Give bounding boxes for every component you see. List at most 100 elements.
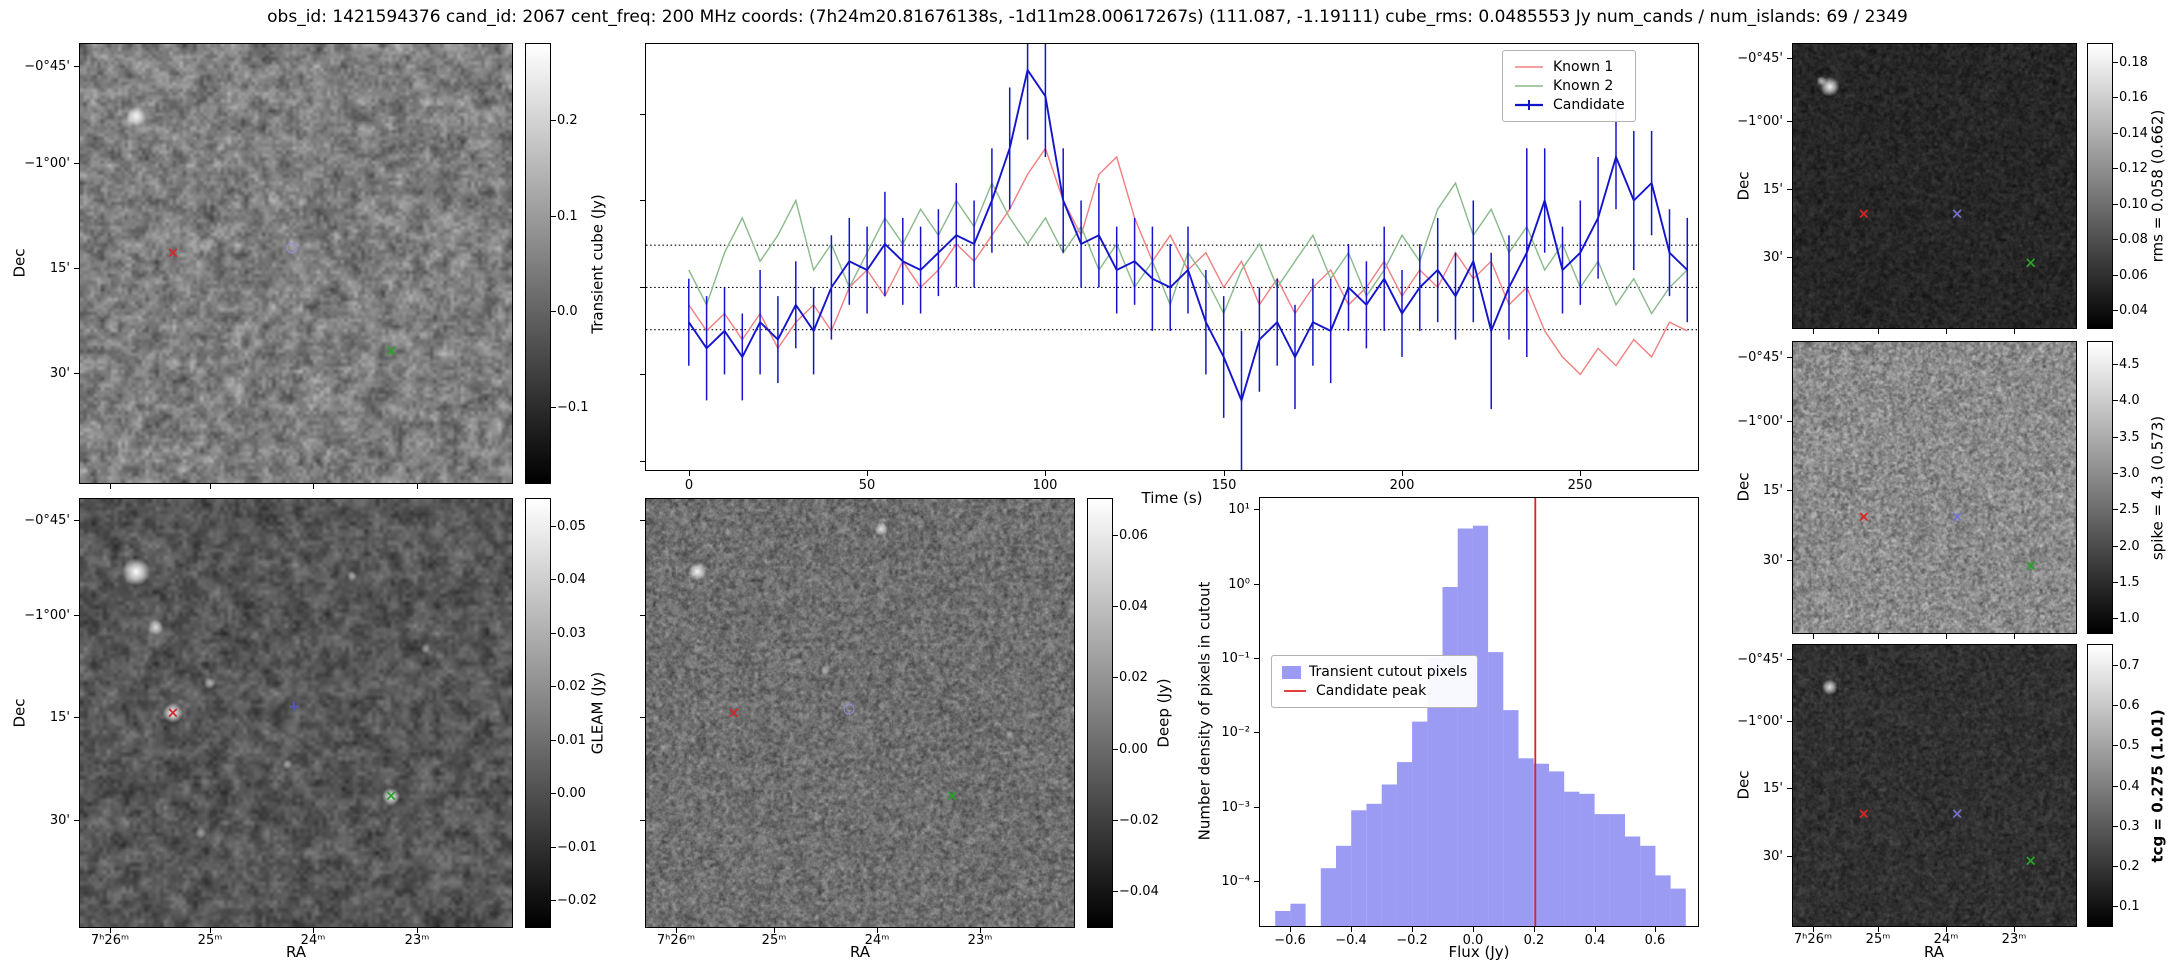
colorbar-tick bbox=[2113, 204, 2118, 205]
dec-axis-label: Dec bbox=[1734, 770, 1753, 800]
ra-tick-label: 25ᵐ bbox=[761, 933, 787, 948]
ra-tick bbox=[210, 928, 211, 933]
histogram-bar bbox=[1320, 868, 1336, 926]
dec-tick bbox=[74, 163, 79, 164]
ra-tick bbox=[1946, 634, 1947, 639]
time-tick bbox=[867, 471, 868, 476]
gleam-colorbar: 0.05 0.04 0.03 0.02 0.01 0.00 −0.01 −0.02 bbox=[525, 498, 597, 928]
dec-tick bbox=[1787, 560, 1792, 561]
legend-label: Known 2 bbox=[1553, 78, 1614, 94]
rms-image bbox=[1793, 44, 2076, 328]
flux-tick bbox=[640, 114, 645, 115]
colorbar-tick-label: 0.2 bbox=[2119, 859, 2140, 874]
dec-tick bbox=[74, 820, 79, 821]
colorbar-tick bbox=[2113, 509, 2118, 510]
tcg-colorbar-label: tcg = 0.275 (1.01) bbox=[2148, 708, 2167, 863]
dec-tick-label: −0°45' bbox=[1737, 51, 1783, 66]
time-tick bbox=[1224, 471, 1225, 476]
legend-line-sample bbox=[1515, 100, 1543, 110]
colorbar-tick bbox=[2113, 310, 2118, 311]
dec-tick-label: 30' bbox=[1762, 849, 1783, 864]
colorbar-tick bbox=[1113, 820, 1118, 821]
histogram-bar bbox=[1366, 803, 1382, 926]
legend-label: Candidate peak bbox=[1316, 683, 1427, 699]
ra-tick-label: 23ᵐ bbox=[2001, 932, 2027, 947]
spike-colorbar: 4.5 4.0 3.5 3.0 2.5 2.0 1.5 1.0 bbox=[2087, 341, 2140, 634]
legend-entry: Known 2 bbox=[1513, 78, 1625, 94]
density-tick-label: 10⁻¹ bbox=[1221, 651, 1250, 666]
dec-tick-label: −0°45' bbox=[24, 513, 70, 528]
dec-tick bbox=[74, 615, 79, 616]
colorbar-tick-label: 0.7 bbox=[2119, 658, 2140, 673]
flux-tick-label: 0.0 bbox=[1462, 933, 1484, 948]
histogram-bar bbox=[1655, 875, 1671, 926]
ra-tick-label: 7ʰ26ᵐ bbox=[1793, 932, 1833, 947]
known2-marker: × bbox=[384, 786, 398, 805]
ra-tick-label: 23ᵐ bbox=[967, 933, 993, 948]
spike-image bbox=[1793, 342, 2076, 633]
colorbar-tick-label: 0.14 bbox=[2119, 126, 2148, 141]
dec-tick bbox=[1787, 490, 1792, 491]
density-tick-label: 10⁰ bbox=[1228, 577, 1250, 592]
histogram-swatch bbox=[1282, 665, 1301, 679]
colorbar-tick bbox=[551, 526, 556, 527]
colorbar-tick-label: 0.06 bbox=[1119, 528, 1148, 543]
dec-tick-label: −0°45' bbox=[1737, 350, 1783, 365]
transient-colorbar: 0.2 0.1 0.0 −0.1 bbox=[525, 43, 589, 484]
known2-marker: × bbox=[2024, 253, 2038, 272]
known1-marker: × bbox=[166, 243, 180, 262]
dec-tick bbox=[1787, 357, 1792, 358]
colorbar-tick-label: 2.5 bbox=[2119, 502, 2140, 517]
dec-tick-label: 15' bbox=[1762, 182, 1783, 197]
flux-tick bbox=[1473, 927, 1474, 932]
known1-marker: × bbox=[1857, 804, 1871, 823]
ra-tick-label: 23ᵐ bbox=[404, 933, 430, 948]
deep-panel: × × 7ʰ26ᵐ 25ᵐ 24ᵐ 23ᵐ bbox=[640, 498, 1075, 947]
known2-marker: × bbox=[384, 341, 398, 360]
known1-marker: × bbox=[727, 703, 741, 722]
legend-line-sample bbox=[1284, 690, 1306, 692]
ra-tick bbox=[1813, 329, 1814, 334]
colorbar-tick bbox=[2113, 239, 2118, 240]
histogram-panel: −0.6 −0.4 −0.2 0.0 0.2 0.4 0.6 10¹ 10⁰ 10⁻¹ 10⁻² 10… bbox=[1221, 497, 1699, 947]
ra-tick bbox=[1878, 927, 1879, 932]
colorbar-tick bbox=[2113, 168, 2118, 169]
colorbar-tick-label: 0.00 bbox=[1119, 742, 1148, 757]
time-tick-label: 150 bbox=[1211, 478, 1237, 493]
dec-tick-label: 30' bbox=[1762, 250, 1783, 265]
colorbar-tick bbox=[2113, 618, 2118, 619]
gleam-panel: × + × −0°45' −1°00' 15' 30' 7ʰ26ᵐ 25ᵐ 24ᵐ 23ᵐ bbox=[24, 498, 513, 947]
colorbar-tick-label: 0.5 bbox=[2119, 738, 2140, 753]
histogram-bar bbox=[1381, 784, 1397, 926]
ra-tick bbox=[1946, 927, 1947, 932]
series-line-candidate bbox=[688, 67, 1688, 404]
dec-tick-label: −0°45' bbox=[1737, 652, 1783, 667]
deep-colorbar-label: Deep (Jy) bbox=[1154, 678, 1173, 748]
colorbar-tick-label: 0.1 bbox=[2119, 899, 2140, 914]
ra-tick bbox=[210, 484, 211, 489]
histogram-bar bbox=[1609, 814, 1625, 926]
tcg-panel: × × × −0°45' −1°00' 15' 30' 7ʰ26ᵐ 25ᵐ 24ᵐ 23ᵐ bbox=[1737, 644, 2077, 946]
colorbar-tick-label: 4.5 bbox=[2119, 357, 2140, 372]
gleam-colorbar-label: GLEAM (Jy) bbox=[588, 671, 607, 755]
ra-axis-label: RA bbox=[285, 943, 307, 960]
colorbar-tick-label: 0.04 bbox=[1119, 599, 1148, 614]
histogram-bar bbox=[1412, 721, 1428, 926]
colorbar-tick bbox=[2113, 582, 2118, 583]
colorbar-tick bbox=[2113, 826, 2118, 827]
histogram-bar bbox=[1472, 525, 1489, 926]
ra-tick bbox=[417, 484, 418, 489]
figure-title: obs_id: 1421594376 cand_id: 2067 cent_fr… bbox=[267, 7, 1908, 27]
histogram-bar bbox=[1625, 836, 1641, 926]
deep-image bbox=[646, 499, 1074, 927]
time-tick bbox=[1402, 471, 1403, 476]
known2-marker: × bbox=[2024, 851, 2038, 870]
dec-tick-label: 15' bbox=[1762, 781, 1783, 796]
density-tick bbox=[1254, 881, 1259, 882]
dec-tick bbox=[1787, 788, 1792, 789]
colorbar-tick bbox=[2113, 62, 2118, 63]
dec-tick-label: 15' bbox=[1762, 483, 1783, 498]
colorbar-tick-label: 0.16 bbox=[2119, 90, 2148, 105]
colorbar-tick-label: 0.02 bbox=[557, 679, 586, 694]
dec-tick bbox=[640, 717, 645, 718]
